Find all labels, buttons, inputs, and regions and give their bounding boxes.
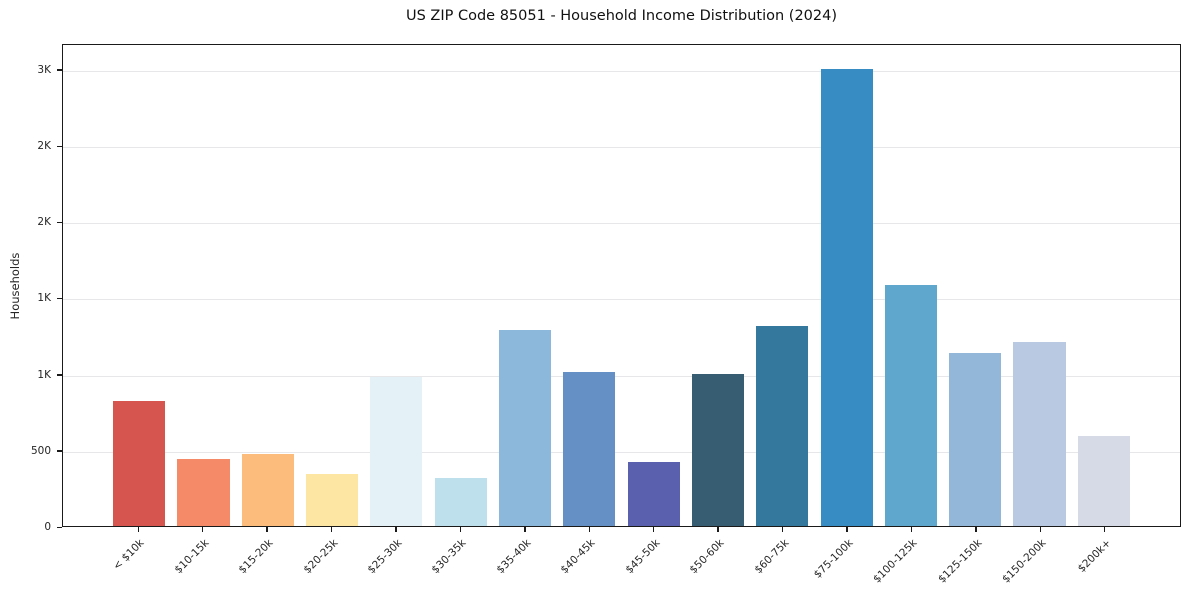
x-tick-label: $20-25k xyxy=(300,537,341,577)
y-tick-mark xyxy=(57,145,62,147)
x-tick-label: $125-150k xyxy=(935,537,985,586)
bar-$25-30k xyxy=(370,376,423,526)
bar-slot xyxy=(364,45,428,526)
bar-slot xyxy=(750,45,814,526)
y-tick-label: 3K xyxy=(37,63,51,76)
bar-$200k+ xyxy=(1077,436,1130,526)
chart-title: US ZIP Code 85051 - Household Income Dis… xyxy=(405,8,838,24)
bar-$35-40k xyxy=(498,330,552,526)
bar-slot xyxy=(171,45,235,526)
bar-slot xyxy=(107,45,171,526)
bar-slot xyxy=(429,45,493,526)
y-tick-label: 0 xyxy=(44,521,51,533)
y-tick-mark xyxy=(57,69,62,71)
bar-slot xyxy=(557,45,621,526)
bar-slot xyxy=(622,45,686,526)
x-tick-mark xyxy=(975,527,977,532)
x-tick-mark xyxy=(266,527,268,532)
gridline xyxy=(63,223,1180,225)
y-tick-label: 1K xyxy=(37,292,51,305)
x-tick-mark xyxy=(588,527,590,532)
bar-$100-125k xyxy=(884,284,937,526)
bar-$10-15k xyxy=(177,459,230,526)
gridline xyxy=(63,375,1180,377)
y-tick-mark xyxy=(57,221,62,224)
x-tick-label: $150-200k xyxy=(1000,537,1049,586)
x-tick-label: $40-45k xyxy=(558,537,598,577)
x-tick-label: $200k+ xyxy=(1075,537,1114,575)
bar-slot xyxy=(879,45,943,526)
y-axis-ticks: 0 500 1K 1K 2K 2K 3K xyxy=(0,44,62,533)
y-tick-mark xyxy=(57,450,62,452)
x-tick-label: $45-50k xyxy=(623,537,663,577)
bar-slot xyxy=(943,45,1007,526)
bars-container xyxy=(63,45,1180,526)
x-tick-mark xyxy=(717,527,719,532)
gridline xyxy=(63,451,1180,453)
bar-$30-35k xyxy=(434,478,487,526)
bar-slot xyxy=(493,45,557,526)
gridline xyxy=(63,147,1180,149)
x-tick-mark xyxy=(395,527,397,532)
bar-$150-200k xyxy=(1013,341,1066,526)
bar-$15-20k xyxy=(241,453,294,526)
y-tick-mark xyxy=(57,526,62,528)
x-tick-mark xyxy=(846,527,848,532)
bar-slot xyxy=(814,45,878,526)
x-tick-label: $35-40k xyxy=(494,537,534,577)
y-tick-label: 2K xyxy=(37,140,51,153)
bar-slot xyxy=(300,45,364,526)
x-tick-label: $60-75k xyxy=(751,537,792,577)
bar-$50-60k xyxy=(691,374,744,526)
x-tick-mark xyxy=(910,527,913,532)
x-tick-mark xyxy=(781,527,784,532)
y-tick-label: 2K xyxy=(37,216,51,229)
bar-slot xyxy=(686,45,750,526)
x-tick-label: $100-125k xyxy=(871,537,920,586)
bar-slot xyxy=(1007,45,1071,526)
bar-$75-100k xyxy=(820,69,873,526)
plot-area xyxy=(62,44,1181,527)
bar-$60-75k xyxy=(756,325,809,526)
x-tick-mark xyxy=(1039,527,1042,532)
x-tick-mark xyxy=(1104,527,1106,532)
x-axis-ticks: < $10k $10-15k $15-20k $20-25k $25-30k $30-35… xyxy=(62,527,1181,587)
x-tick-label: $25-30k xyxy=(365,537,405,577)
gridline xyxy=(63,70,1180,72)
bar-$45-50k xyxy=(627,462,680,526)
y-tick-label: 1K xyxy=(37,368,51,381)
bar-slot xyxy=(1072,45,1136,526)
x-tick-label: $10-15k xyxy=(172,537,212,577)
x-tick-label: $30-35k xyxy=(429,537,469,577)
x-tick-label: $75-100k xyxy=(811,537,856,581)
x-tick-label: $50-60k xyxy=(687,537,727,577)
x-tick-mark xyxy=(137,527,139,532)
x-tick-mark xyxy=(653,527,655,532)
y-tick-mark xyxy=(57,297,62,300)
y-tick-label: 500 xyxy=(30,444,51,457)
bar-< $10k xyxy=(113,400,166,526)
x-tick-mark xyxy=(524,527,526,532)
x-tick-label: $15-20k xyxy=(236,537,276,577)
gridlines-layer xyxy=(63,45,1180,526)
y-tick-mark xyxy=(57,374,62,376)
x-tick-mark xyxy=(459,527,462,532)
bar-$125-150k xyxy=(949,353,1002,526)
bar-$40-45k xyxy=(563,372,616,526)
bar-slot xyxy=(236,45,300,526)
x-tick-label: < $10k xyxy=(111,537,147,573)
x-tick-mark xyxy=(330,527,333,532)
gridline xyxy=(63,299,1180,301)
x-tick-mark xyxy=(201,527,204,532)
bar-$20-25k xyxy=(306,473,359,526)
